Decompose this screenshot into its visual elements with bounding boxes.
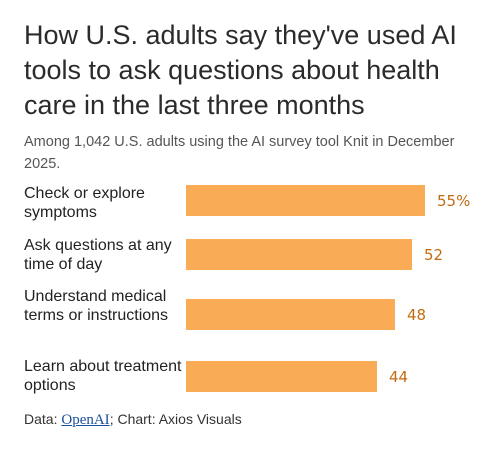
- source-line: Data: OpenAI; Chart: Axios Visuals: [24, 411, 242, 429]
- category-label: Learn about treatment options: [24, 358, 182, 394]
- data-label: 44: [389, 368, 409, 386]
- category-label: Understand medical terms or instructions: [24, 288, 169, 324]
- bar: [186, 361, 377, 392]
- source-link-openai[interactable]: OpenAI: [61, 412, 110, 428]
- bar: [186, 239, 412, 270]
- chart-subtitle: Among 1,042 U.S. adults using the AI sur…: [24, 134, 455, 172]
- bar: [186, 299, 395, 330]
- source-prefix: Data:: [24, 411, 62, 427]
- data-label: 55%: [437, 192, 471, 210]
- data-label: 48: [407, 306, 427, 324]
- chart-title: How U.S. adults say they've used AI tool…: [24, 20, 457, 120]
- data-label: 52: [424, 246, 444, 264]
- source-suffix: ; Chart: Axios Visuals: [109, 411, 242, 427]
- category-label: Check or explore symptoms: [24, 185, 145, 221]
- category-label: Ask questions at any time of day: [24, 237, 172, 273]
- bar: [186, 185, 425, 216]
